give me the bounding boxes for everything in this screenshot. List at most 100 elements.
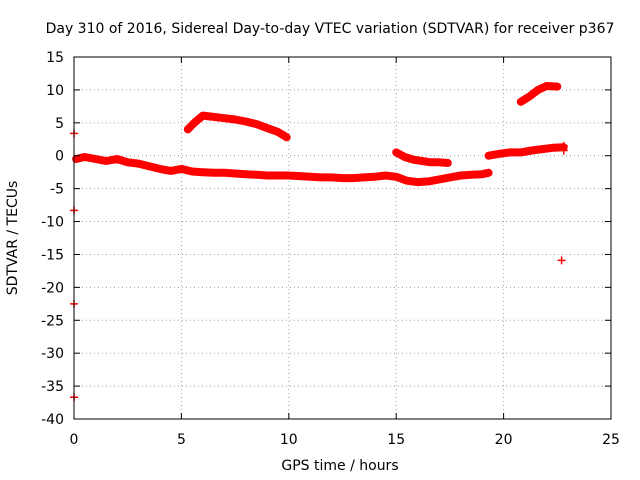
y-tick-label: -30 xyxy=(41,346,64,362)
data-point-marker xyxy=(285,172,292,179)
data-point-marker xyxy=(124,159,131,166)
data-point-marker xyxy=(401,154,408,161)
y-tick-label: -35 xyxy=(41,379,64,395)
data-point-marker xyxy=(156,165,163,172)
data-point-marker xyxy=(507,149,514,156)
data-band xyxy=(72,153,493,187)
data-point-marker xyxy=(113,156,120,163)
data-point-marker xyxy=(253,121,260,128)
data-layer xyxy=(70,82,568,402)
data-point-marker xyxy=(92,156,99,163)
data-band xyxy=(183,111,291,142)
data-point-marker xyxy=(410,156,417,163)
data-point-marker xyxy=(210,113,217,120)
y-tick-label: 0 xyxy=(55,149,64,165)
data-point-marker xyxy=(496,150,503,157)
data-point-marker xyxy=(526,93,533,100)
chart-title: Day 310 of 2016, Sidereal Day-to-day VTE… xyxy=(46,21,615,37)
data-point-marker xyxy=(418,157,425,164)
data-point-marker xyxy=(178,165,185,172)
data-point-marker xyxy=(275,129,282,136)
data-point-marker xyxy=(264,125,271,132)
data-point-marker xyxy=(350,175,357,182)
data-point-marker xyxy=(468,171,475,178)
data-point-marker xyxy=(307,173,314,180)
data-point-marker xyxy=(221,115,228,122)
data-point-marker xyxy=(184,126,191,133)
data-point-marker xyxy=(550,144,557,151)
data-point-marker xyxy=(191,119,198,126)
data-point-marker xyxy=(554,83,561,90)
data-point-marker xyxy=(393,173,400,180)
data-point-marker xyxy=(414,179,421,186)
data-point-marker xyxy=(167,167,174,174)
y-tick-label: 5 xyxy=(55,116,64,132)
x-tick-label: 5 xyxy=(177,432,186,448)
data-point-marker xyxy=(328,174,335,181)
data-point-marker xyxy=(242,118,249,125)
data-point-marker xyxy=(528,147,535,154)
data-point-marker xyxy=(275,172,282,179)
y-tick-label: 15 xyxy=(46,50,64,66)
data-point-marker xyxy=(427,159,434,166)
data-point-marker xyxy=(457,172,464,179)
data-point-marker xyxy=(339,175,346,182)
data-point-marker xyxy=(283,134,290,141)
data-point-marker xyxy=(517,98,524,105)
data-point-marker xyxy=(534,86,541,93)
data-point-marker xyxy=(444,159,451,166)
data-point-marker xyxy=(146,163,153,170)
plot-frame xyxy=(73,56,612,420)
y-tick-label: -5 xyxy=(50,182,64,198)
y-tick-label: -20 xyxy=(41,280,64,296)
data-point-marker xyxy=(446,174,453,181)
data-point-marker xyxy=(485,169,492,176)
data-point-marker xyxy=(360,174,367,181)
data-point-marker xyxy=(103,157,110,164)
x-axis-label: GPS time / hours xyxy=(281,458,398,474)
y-tick-label: -25 xyxy=(41,313,64,329)
x-tick-label: 10 xyxy=(280,432,298,448)
y-tick-label: -40 xyxy=(41,412,64,428)
data-point-marker xyxy=(382,172,389,179)
data-point-marker xyxy=(425,178,432,185)
data-point-marker xyxy=(436,159,443,166)
data-point-marker xyxy=(232,116,239,123)
data-point-marker xyxy=(296,173,303,180)
outlier-point xyxy=(559,146,568,155)
data-point-marker xyxy=(485,152,492,159)
y-tick-label: -15 xyxy=(41,247,64,263)
x-tick-label: 25 xyxy=(602,432,620,448)
data-point-marker xyxy=(479,171,486,178)
axis-ticks: 0 5 10 15 20 25 15 10 5 0 -5 -10 -15 -20 -25 -30 -35 -40 xyxy=(41,50,620,448)
data-point-marker xyxy=(189,168,196,175)
grid-lines xyxy=(74,57,611,419)
data-point-marker xyxy=(210,169,217,176)
data-point-marker xyxy=(393,149,400,156)
data-point-marker xyxy=(539,146,546,153)
outlier-point xyxy=(557,256,566,265)
data-point-marker xyxy=(436,176,443,183)
data-point-marker xyxy=(264,172,271,179)
y-axis-label: SDTVAR / TECUs xyxy=(5,181,21,296)
data-point-marker xyxy=(403,177,410,184)
data-point-marker xyxy=(371,173,378,180)
data-point-marker xyxy=(318,174,325,181)
data-point-marker xyxy=(543,82,550,89)
x-tick-label: 20 xyxy=(495,432,513,448)
x-tick-label: 0 xyxy=(70,432,79,448)
y-tick-label: -10 xyxy=(41,215,64,231)
data-point-marker xyxy=(135,160,142,167)
data-point-marker xyxy=(221,169,228,176)
data-band xyxy=(516,82,562,106)
data-point-marker xyxy=(81,154,88,161)
x-tick-label: 15 xyxy=(387,432,405,448)
data-point-marker xyxy=(242,171,249,178)
data-point-marker xyxy=(517,149,524,156)
data-point-marker xyxy=(199,169,206,176)
y-tick-label: 10 xyxy=(46,83,64,99)
data-point-marker xyxy=(232,170,239,177)
data-point-marker xyxy=(199,112,206,119)
data-point-marker xyxy=(253,171,260,178)
